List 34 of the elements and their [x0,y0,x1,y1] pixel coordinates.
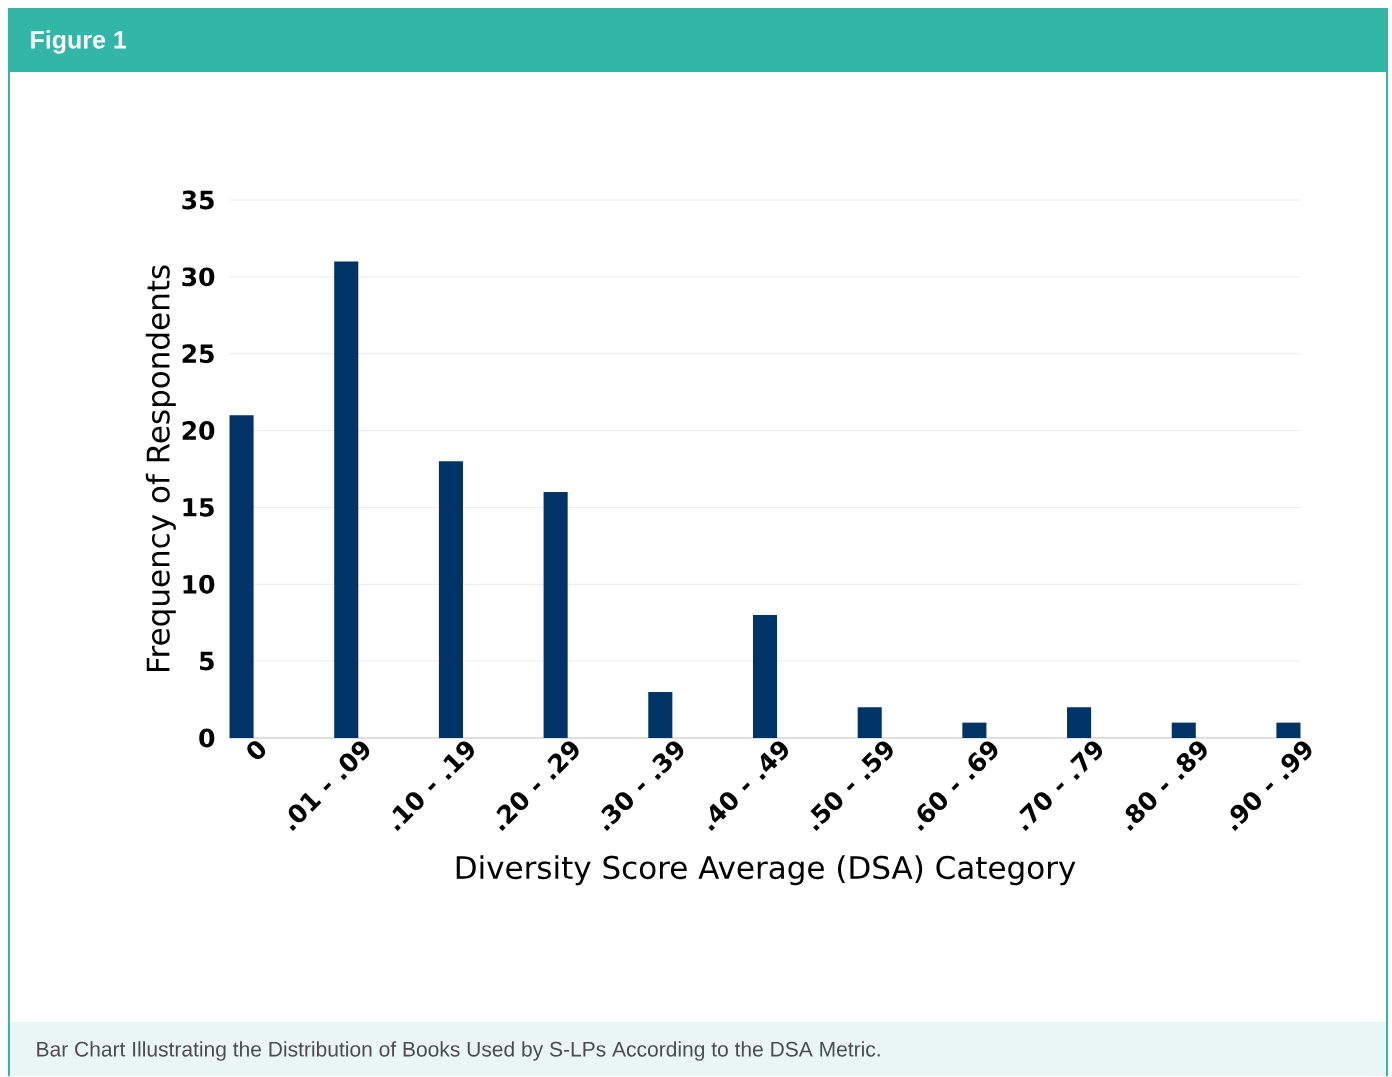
bar [857,707,882,738]
bar [334,261,359,738]
y-axis-title: Frequency of Respondents [145,265,176,672]
x-tick-label: .40 - .49 [708,741,788,831]
x-tick-label: .10 - .19 [392,741,474,831]
bar [752,615,778,738]
bar [1276,722,1301,738]
bar [1171,722,1196,738]
bar [648,691,673,738]
y-tick-label: 10 [183,574,215,594]
y-tick-label: 15 [183,498,214,517]
x-tick-label: .80 - .89 [1125,741,1207,831]
bar [229,415,254,738]
y-tick-label: 5 [200,651,214,671]
y-tick-label: 20 [182,421,215,441]
x-tick-label: .50 - .59 [810,741,893,831]
x-tick-label: .30 - .39 [601,741,684,831]
x-tick-label: .20 - .29 [496,741,579,831]
y-tick-label: 0 [199,728,215,748]
chart-title: Figure 1 [31,30,127,54]
x-axis-title: Diversity Score Average (DSA) Category [456,855,1076,886]
x-tick-label: .90 - .99 [1230,741,1312,831]
x-tick-label: .70 - .79 [1019,741,1103,831]
y-tick-label: 30 [182,267,215,287]
text: Bar Chart Illustrating the Distribution of Books Used by S-LPs According to the DSA Metric. [37,1041,880,1061]
bar [962,722,987,738]
bar [1067,707,1092,738]
x-tick-label: 0 [247,741,266,760]
y-tick-label: 35 [182,190,214,210]
x-tick-label: .60 - .69 [917,741,998,831]
bar [438,461,463,738]
y-tick-label: 25 [182,344,214,364]
bar [543,492,568,738]
x-tick-label: .01 - .09 [288,741,370,831]
